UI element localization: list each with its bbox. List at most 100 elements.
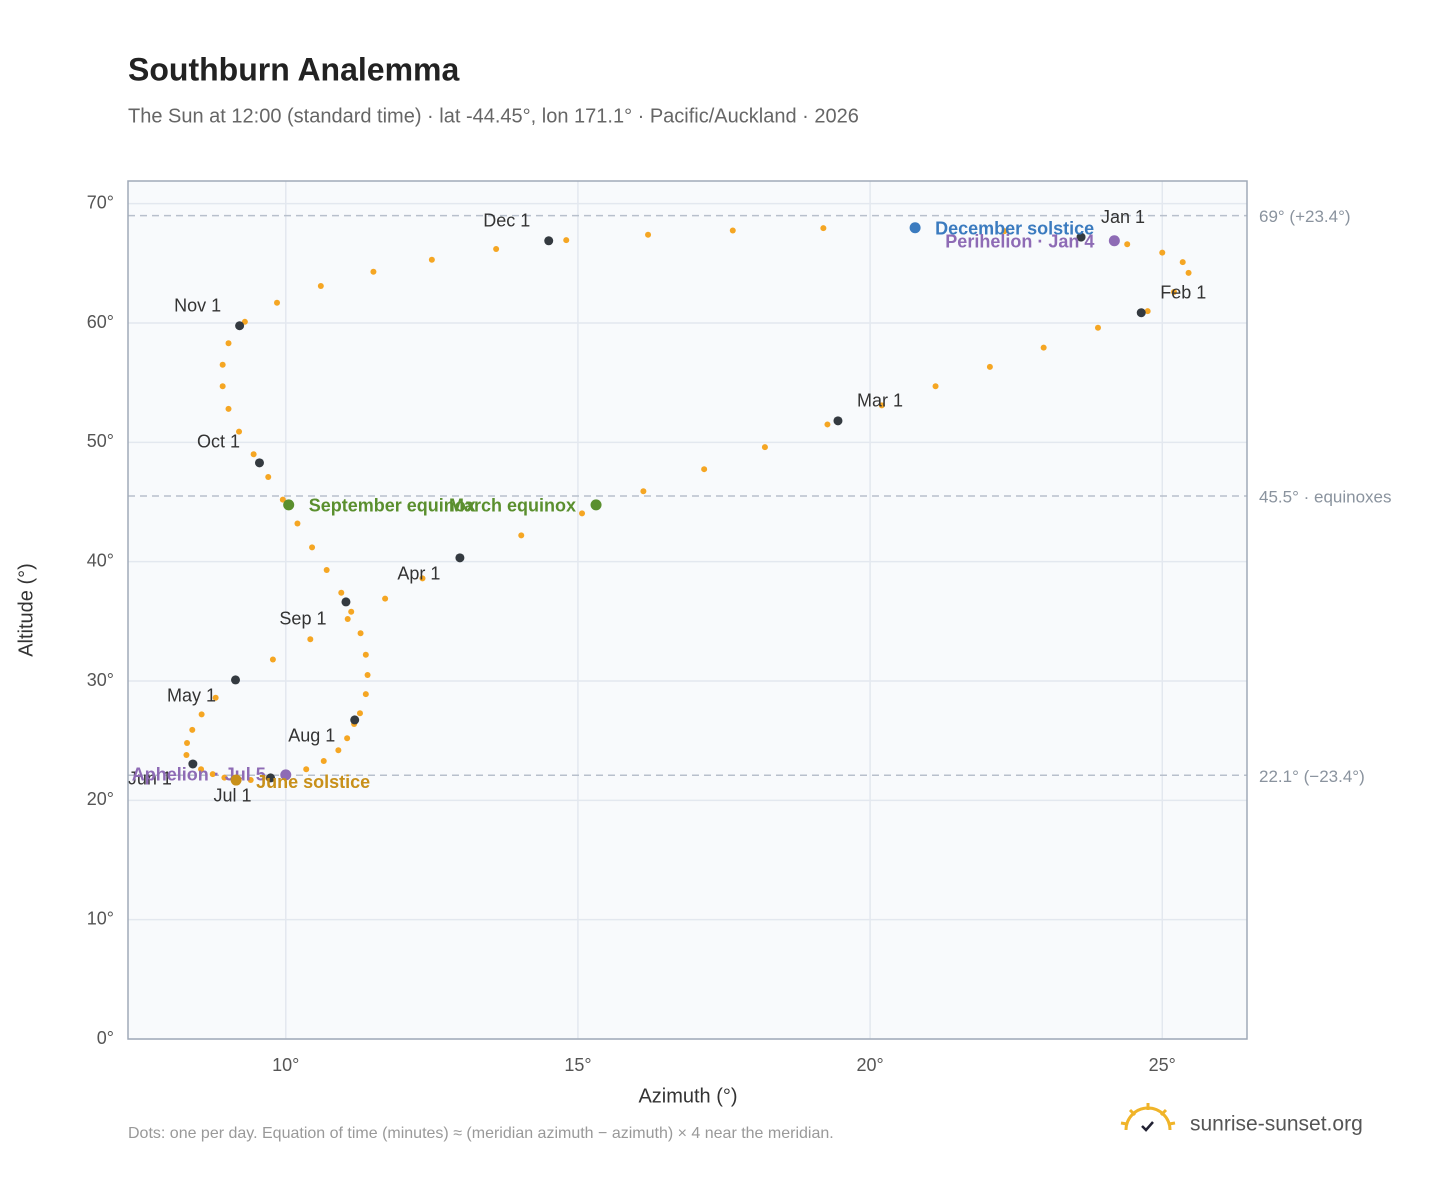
plot-area (128, 181, 1247, 1039)
month-dot (235, 321, 245, 331)
day-dot (184, 740, 191, 747)
day-dot (1094, 324, 1101, 331)
month-label: Aug 1 (288, 726, 335, 746)
day-dot (250, 451, 257, 458)
y-axis-title: Altitude (°) (15, 563, 37, 657)
day-dot (269, 656, 276, 663)
day-dot (357, 630, 364, 637)
month-dot (231, 675, 241, 685)
day-dot (428, 256, 435, 263)
day-dot (701, 466, 708, 473)
y-tick-label: 40° (87, 550, 114, 570)
day-dot (820, 225, 827, 232)
day-dot (563, 237, 570, 244)
chart-subtitle: The Sun at 12:00 (standard time) · lat -… (128, 105, 859, 127)
month-dot (254, 458, 264, 468)
event-label: March equinox (449, 496, 576, 516)
event-label: Aphelion · Jul 5 (132, 765, 266, 785)
event-dot (280, 769, 292, 781)
day-dot (579, 510, 586, 517)
month-label: May 1 (167, 686, 216, 706)
y-tick-label: 70° (87, 192, 114, 212)
day-dot (303, 766, 310, 773)
day-dot (317, 283, 324, 290)
day-dot (247, 777, 254, 784)
day-dot (645, 231, 652, 238)
reference-label: 45.5° · equinoxes (1259, 488, 1392, 507)
day-dot (307, 636, 314, 643)
day-dot (1040, 344, 1047, 351)
day-dot (183, 751, 190, 758)
y-tick-label: 50° (87, 431, 114, 451)
day-dot (362, 651, 369, 658)
month-label: Jul 1 (214, 786, 252, 806)
day-dot (344, 735, 351, 742)
day-dot (274, 299, 281, 306)
month-dot (350, 715, 360, 725)
month-label: Dec 1 (483, 211, 530, 231)
x-tick-label: 25° (1149, 1055, 1176, 1075)
day-dot (219, 361, 226, 368)
day-dot (225, 405, 232, 412)
event-label: Perihelion · Jan 4 (945, 232, 1094, 252)
x-tick-label: 10° (272, 1055, 299, 1075)
y-tick-label: 30° (87, 670, 114, 690)
day-dot (209, 771, 216, 778)
month-dot (188, 759, 198, 769)
month-dot (341, 597, 351, 607)
plot-layer: Jan 1 Feb 1 Mar 1 Apr 1 May 1 Jun 1 Jul 1 Aug 1… (128, 181, 1247, 1040)
day-dot (493, 246, 500, 253)
day-dot (932, 383, 939, 390)
month-label: Apr 1 (397, 564, 440, 584)
day-dot (986, 363, 993, 370)
day-dot (1179, 259, 1186, 266)
x-axis-title: Azimuth (°) (638, 1085, 737, 1107)
event-label: June solstice (256, 772, 370, 792)
day-dot (344, 615, 351, 622)
day-dot (294, 520, 301, 527)
y-tick-label: 20° (87, 789, 114, 809)
brand-name: sunrise-sunset.org (1190, 1113, 1363, 1136)
reference-label: 22.1° (−23.4°) (1259, 767, 1365, 786)
day-dot (189, 726, 196, 733)
day-dot (1170, 288, 1177, 295)
day-dot (198, 711, 205, 718)
event-dot (230, 774, 242, 786)
day-dot (729, 227, 736, 234)
day-dot (364, 672, 371, 679)
day-dot (323, 567, 330, 574)
event-label: December solstice (935, 219, 1094, 239)
day-dot (279, 496, 286, 503)
day-dot (1185, 269, 1192, 276)
day-dot (362, 691, 369, 698)
month-dot (544, 236, 554, 246)
day-dot (419, 575, 426, 582)
y-tick-label: 0° (97, 1028, 114, 1048)
y-tick-label: 60° (87, 312, 114, 332)
day-dot (356, 710, 363, 717)
plot-border (127, 180, 1248, 1040)
event-dot (909, 222, 921, 234)
day-dot (382, 595, 389, 602)
day-dot (640, 488, 647, 495)
chart-title: Southburn Analemma (128, 51, 459, 87)
day-dot (320, 757, 327, 764)
y-tick-label: 10° (87, 908, 114, 928)
day-dot (309, 544, 316, 551)
month-label: Feb 1 (1160, 282, 1206, 302)
day-dot (225, 340, 232, 347)
footnote: Dots: one per day. Equation of time (min… (128, 1125, 834, 1142)
event-dot (1108, 235, 1120, 247)
brand-logo (1120, 1103, 1176, 1132)
event-dot (283, 499, 295, 511)
x-tick-label: 15° (564, 1055, 591, 1075)
day-dot (221, 774, 228, 781)
day-dot (1144, 308, 1151, 315)
event-label: September equinox (309, 496, 476, 516)
day-dot (198, 766, 205, 773)
day-dot (878, 402, 885, 409)
day-dot (1159, 249, 1166, 256)
month-label: Nov 1 (174, 296, 221, 316)
month-label: Oct 1 (197, 432, 240, 452)
